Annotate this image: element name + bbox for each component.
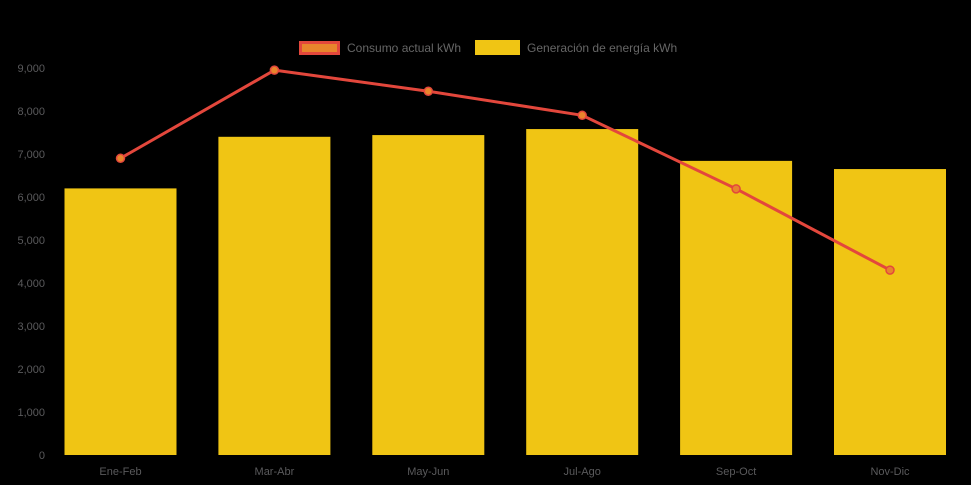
line-point-mar-abr [269,65,280,75]
y-axis-tick-label: 4,000 [17,278,45,290]
line-point-ene-feb [115,153,126,164]
legend-swatch-generacion-icon [475,40,521,55]
line-point-sep-oct [731,184,741,194]
legend-item-consumo[interactable]: Consumo actual kWh [299,40,462,55]
legend-item-generacion[interactable]: Generación de energía kWh [475,40,677,55]
y-axis-tick-label: 2,000 [17,364,45,376]
x-axis-tick-label: Jul-Ago [564,466,601,478]
bar-mar-abr [218,136,331,456]
legend-label-consumo: Consumo actual kWh [347,40,462,55]
x-axis-tick-label: Sep-Oct [716,466,756,478]
y-axis-tick-label: 7,000 [17,149,45,161]
line-point-jul-ago [577,110,587,121]
y-axis-tick-label: 0 [39,450,45,462]
x-axis-tick-label: Nov-Dic [870,466,910,478]
bar-ene-feb [64,188,177,455]
legend-label-generacion: Generación de energía kWh [527,40,678,55]
y-axis-tick-label: 9,000 [17,63,45,75]
y-axis-tick-label: 5,000 [17,235,45,247]
legend-swatch-consumo-icon [299,40,340,55]
chart-legend: Consumo actual kWh Generación de energía… [299,40,677,55]
bar-jul-ago [526,129,639,455]
x-axis-tick-label: Ene-Feb [99,466,141,478]
x-axis-tick-label: May-Jun [407,466,449,478]
y-axis-tick-label: 6,000 [17,192,45,204]
y-axis-tick-label: 8,000 [17,106,45,118]
bar-may-jun [372,135,485,455]
bar-nov-dic [834,169,946,456]
consumo-line [119,68,892,272]
line-point-nov-dic [885,265,895,275]
y-axis-tick-label: 3,000 [17,321,45,333]
y-axis-tick-label: 1,000 [17,407,45,419]
x-axis-tick-label: Mar-Abr [255,466,295,478]
bar-sep-oct [680,160,793,455]
line-point-may-jun [423,86,434,96]
